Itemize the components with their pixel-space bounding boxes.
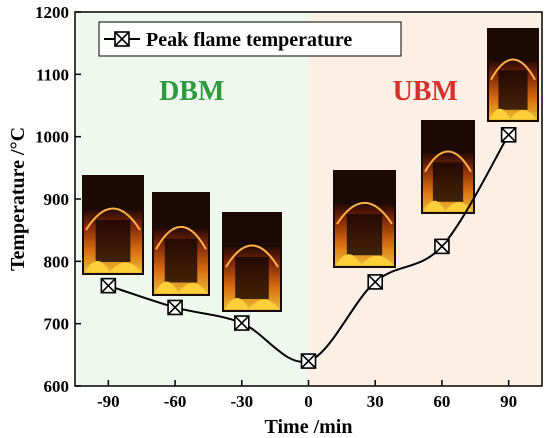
region-label-dbm: DBM bbox=[159, 76, 224, 107]
legend: Peak flame temperature bbox=[98, 21, 402, 57]
data-point bbox=[100, 277, 117, 294]
y-tick-label: 1000 bbox=[35, 128, 69, 147]
series-peak-flame-temperature bbox=[100, 126, 517, 369]
flame-photo-minus-60 bbox=[152, 192, 210, 296]
y-tick-label: 1200 bbox=[35, 3, 69, 22]
data-point bbox=[367, 274, 384, 290]
y-tick-label: 1100 bbox=[36, 65, 69, 84]
x-tick-label: 30 bbox=[367, 392, 384, 411]
y-axis-label: Temperature /°C bbox=[7, 127, 29, 271]
x-tick-label: 90 bbox=[500, 392, 517, 411]
data-point bbox=[500, 126, 517, 143]
data-point bbox=[300, 353, 317, 369]
flame-photo-90 bbox=[487, 28, 539, 122]
flame-photo-minus-30 bbox=[222, 212, 282, 312]
y-tick-label: 600 bbox=[44, 377, 70, 396]
x-tick-label: -30 bbox=[230, 392, 253, 411]
data-point bbox=[167, 299, 183, 316]
axes: 600 700 800 900 1000 1100 1200 -90 -60 -30 0 30 60 90… bbox=[7, 3, 543, 438]
region-label-ubm: UBM bbox=[393, 76, 458, 107]
y-tick-label: 900 bbox=[44, 190, 70, 209]
y-tick-label: 800 bbox=[44, 252, 70, 271]
x-tick-label: 0 bbox=[304, 392, 313, 411]
y-tick-label: 700 bbox=[44, 315, 70, 334]
labels: DBM UBM Peak flame temperature bbox=[98, 21, 458, 107]
x-tick-label: -90 bbox=[97, 392, 120, 411]
data-point bbox=[434, 238, 450, 255]
x-tick-label: -60 bbox=[164, 392, 187, 411]
flame-photo-60 bbox=[421, 120, 475, 214]
flame-photos bbox=[82, 28, 539, 312]
flame-photo-minus-90 bbox=[82, 175, 144, 275]
flame-photo-30 bbox=[333, 170, 396, 268]
x-tick-label: 60 bbox=[433, 392, 450, 411]
x-axis-label: Time /min bbox=[265, 416, 353, 438]
legend-label: Peak flame temperature bbox=[146, 29, 352, 51]
data-point bbox=[233, 315, 250, 331]
